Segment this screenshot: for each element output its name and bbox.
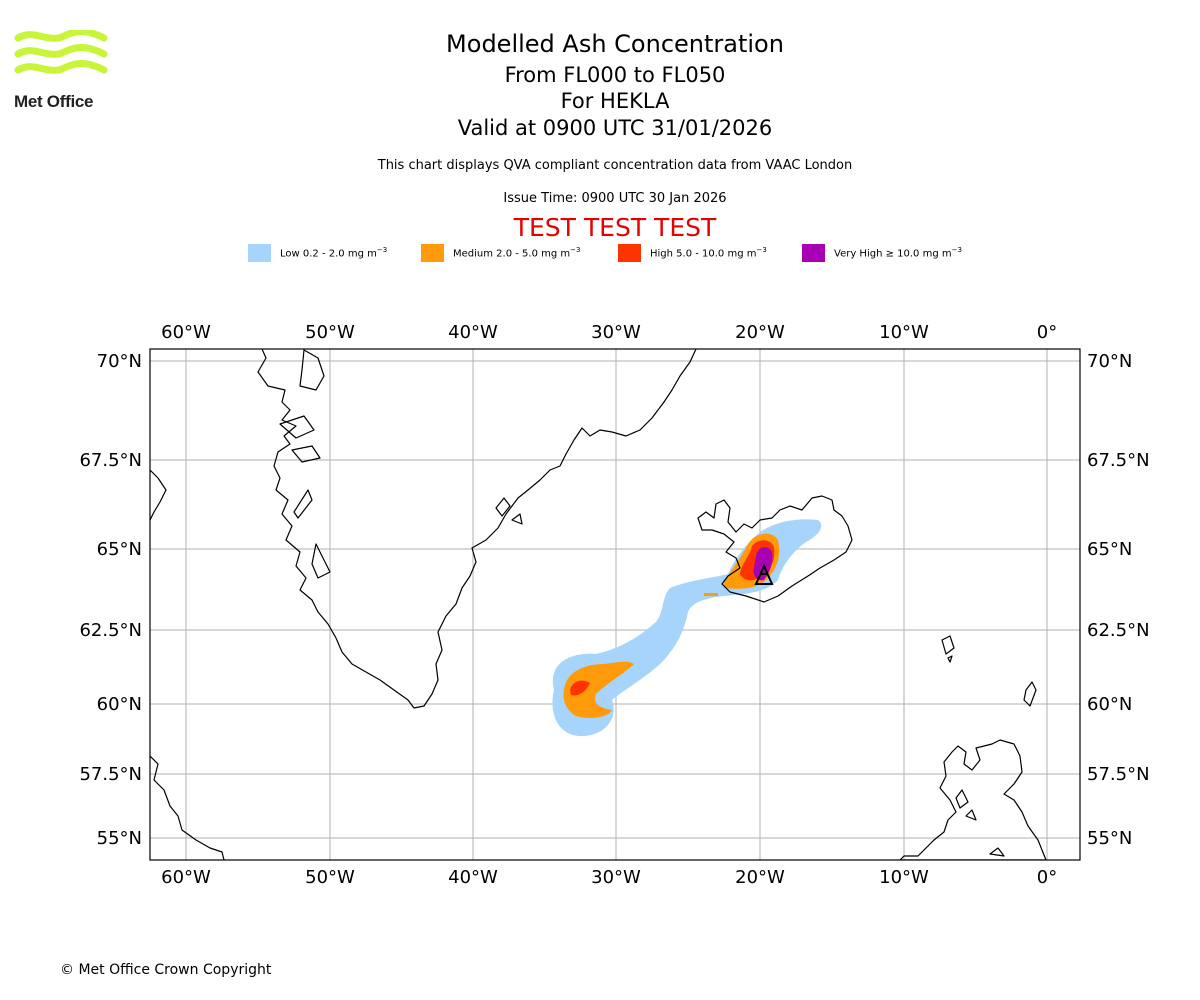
lon-tick-bottom: 30°W bbox=[591, 867, 641, 888]
lon-tick-top: 10°W bbox=[879, 322, 929, 343]
legend: Low 0.2 - 2.0 mg m−3 Medium 2.0 - 5.0 mg… bbox=[0, 244, 1200, 264]
legend-swatch-very-high bbox=[802, 244, 825, 262]
legend-label-very-high: Very High ≥ 10.0 mg m−3 bbox=[834, 246, 962, 260]
disclaimer-text: This chart displays QVA compliant concen… bbox=[377, 158, 853, 173]
lon-tick-top: 40°W bbox=[448, 322, 498, 343]
lat-tick-left: 57.5°N bbox=[79, 764, 142, 785]
legend-swatch-low bbox=[248, 244, 271, 262]
lat-tick-left: 65°N bbox=[97, 539, 142, 560]
met-office-logo: Met Office bbox=[14, 30, 110, 114]
valid-time: Valid at 0900 UTC 31/01/2026 bbox=[457, 116, 773, 140]
lon-tick-bottom: 20°W bbox=[735, 867, 785, 888]
lon-tick-top: 20°W bbox=[735, 322, 785, 343]
lat-tick-right: 60°N bbox=[1087, 694, 1132, 715]
volcano-name: For HEKLA bbox=[560, 89, 670, 113]
lat-tick-left: 62.5°N bbox=[79, 620, 142, 641]
lat-tick-right: 57.5°N bbox=[1087, 764, 1150, 785]
test-banner: TEST TEST TEST bbox=[513, 213, 717, 242]
legend-label-medium: Medium 2.0 - 5.0 mg m−3 bbox=[453, 246, 581, 260]
lon-tick-top: 60°W bbox=[161, 322, 211, 343]
lat-tick-right: 65°N bbox=[1087, 539, 1132, 560]
lon-tick-top: 30°W bbox=[591, 322, 641, 343]
copyright-notice: © Met Office Crown Copyright bbox=[60, 962, 272, 978]
legend-label-high: High 5.0 - 10.0 mg m−3 bbox=[650, 246, 767, 260]
lon-tick-bottom: 10°W bbox=[879, 867, 929, 888]
lon-tick-bottom: 40°W bbox=[448, 867, 498, 888]
lon-tick-top: 50°W bbox=[305, 322, 355, 343]
lat-tick-left: 67.5°N bbox=[79, 450, 142, 471]
ash-very-high-zone bbox=[753, 547, 773, 581]
map-gridlines bbox=[150, 349, 1080, 860]
lon-tick-bottom: 60°W bbox=[161, 867, 211, 888]
lat-tick-right: 67.5°N bbox=[1087, 450, 1150, 471]
lat-tick-left: 70°N bbox=[97, 351, 142, 372]
lat-tick-left: 60°N bbox=[97, 694, 142, 715]
map-frame bbox=[149, 348, 1081, 861]
issue-time: Issue Time: 0900 UTC 30 Jan 2026 bbox=[503, 191, 727, 206]
flight-level-range: From FL000 to FL050 bbox=[504, 63, 726, 87]
legend-label-low: Low 0.2 - 2.0 mg m−3 bbox=[280, 246, 388, 260]
volcano-marker-icon bbox=[754, 563, 774, 585]
lat-tick-right: 55°N bbox=[1087, 828, 1132, 849]
lat-tick-right: 70°N bbox=[1087, 351, 1132, 372]
coastlines bbox=[150, 349, 1047, 860]
chart-title: Modelled Ash Concentration bbox=[446, 30, 784, 58]
lon-tick-top: 0° bbox=[1037, 322, 1057, 343]
legend-swatch-medium bbox=[421, 244, 444, 262]
lat-tick-right: 62.5°N bbox=[1087, 620, 1150, 641]
legend-swatch-high bbox=[618, 244, 641, 262]
lon-tick-bottom: 0° bbox=[1037, 867, 1057, 888]
logo-wordmark: Met Office bbox=[14, 92, 94, 111]
lon-tick-bottom: 50°W bbox=[305, 867, 355, 888]
met-office-waves-icon bbox=[14, 30, 108, 74]
lat-tick-left: 55°N bbox=[97, 828, 142, 849]
